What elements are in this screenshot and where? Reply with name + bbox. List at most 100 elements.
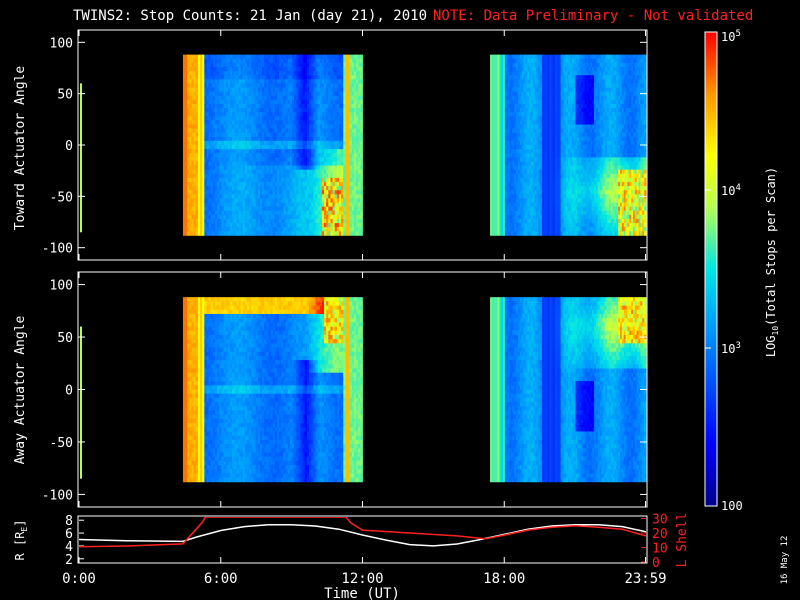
heatmap-cell — [491, 214, 495, 220]
heatmap-cell — [240, 136, 244, 142]
heatmap-cell — [281, 91, 284, 97]
heatmap-cell — [512, 99, 515, 105]
heatmap-cell — [285, 231, 289, 236]
heatmap-cell — [227, 128, 231, 134]
heatmap-cell — [343, 231, 346, 236]
heatmap-cell — [270, 223, 274, 228]
heatmap-cell — [343, 124, 346, 129]
heatmap-cell — [238, 177, 242, 183]
heatmap-cell — [540, 153, 543, 158]
heatmap-cell — [532, 210, 536, 216]
heatmap-cell — [185, 227, 188, 232]
heatmap-cell — [232, 169, 235, 175]
heatmap-cell — [517, 214, 521, 220]
heatmap-cell — [294, 161, 297, 166]
heatmap-cell — [283, 108, 286, 113]
heatmap-cell — [206, 136, 209, 142]
heatmap-cell — [223, 165, 227, 171]
heatmap-cell — [338, 210, 342, 216]
heatmap-cell — [330, 75, 333, 80]
heatmap-cell — [208, 116, 212, 121]
heatmap-cell — [328, 169, 331, 175]
heatmap-cell — [244, 75, 248, 80]
heatmap-cell — [306, 206, 310, 212]
heatmap-cell — [212, 214, 216, 220]
heatmap-cell — [315, 79, 319, 84]
heatmap-cell — [232, 58, 235, 64]
heatmap-cell — [287, 214, 291, 220]
heatmap-cell — [356, 190, 359, 195]
heatmap-cell — [244, 181, 248, 187]
heatmap-cell — [279, 165, 282, 171]
heatmap-cell — [285, 181, 289, 187]
heatmap-cell — [538, 210, 541, 216]
heatmap-cell — [277, 165, 280, 171]
heatmap-cell — [306, 120, 310, 125]
heatmap-cell — [259, 79, 263, 84]
heatmap-cell — [540, 108, 543, 113]
heatmap-cell — [283, 140, 286, 146]
heatmap-cell — [298, 149, 301, 154]
heatmap-cell — [300, 145, 304, 150]
heatmap-cell — [347, 202, 351, 208]
heatmap-cell — [358, 227, 361, 232]
heatmap-cell — [232, 223, 235, 228]
heatmap-cell — [298, 112, 301, 117]
heatmap-cell — [503, 177, 506, 183]
heatmap-cell — [232, 120, 235, 125]
heatmap-cell — [330, 124, 333, 129]
heatmap-cell — [264, 112, 267, 117]
heatmap-cell — [328, 177, 331, 183]
heatmap-cell — [259, 66, 263, 72]
heatmap-cell — [532, 112, 536, 117]
heatmap-cell — [503, 112, 506, 117]
heatmap-cell — [208, 190, 212, 195]
heatmap-cell — [219, 149, 222, 154]
heatmap-cell — [257, 140, 261, 146]
heatmap-cell — [536, 75, 539, 80]
heatmap-cell — [251, 87, 254, 93]
heatmap-cell — [187, 198, 190, 203]
heatmap-cell — [204, 87, 207, 93]
heatmap-cell — [345, 91, 348, 97]
heatmap-cell — [300, 99, 304, 105]
heatmap-cell — [281, 210, 284, 216]
heatmap-cell — [272, 54, 276, 60]
heatmap-cell — [353, 165, 357, 171]
heatmap-cell — [257, 66, 261, 72]
heatmap-cell — [187, 120, 190, 125]
heatmap-cell — [200, 218, 203, 224]
heatmap-cell — [532, 173, 536, 179]
heatmap-cell — [332, 132, 336, 138]
heatmap-cell — [264, 210, 267, 216]
heatmap-cell — [272, 214, 276, 220]
heatmap-cell — [217, 120, 220, 125]
heatmap-cell — [202, 120, 205, 125]
heatmap-cell — [182, 71, 186, 76]
heatmap-cell — [334, 169, 338, 175]
heatmap-cell — [202, 145, 205, 150]
heatmap-cell — [251, 58, 254, 64]
heatmap-cell — [262, 136, 265, 142]
heatmap-cell — [197, 173, 201, 179]
heatmap-cell — [315, 145, 319, 150]
heatmap-cell — [491, 165, 495, 171]
heatmap-cell — [281, 153, 284, 158]
heatmap-cell — [193, 79, 197, 84]
heatmap-cell — [532, 202, 536, 208]
heatmap-cell — [530, 58, 534, 64]
heatmap-cell — [341, 145, 344, 150]
heatmap-cell — [538, 136, 541, 142]
heatmap-cell — [291, 140, 295, 146]
heatmap-cell — [266, 66, 269, 72]
heatmap-cell — [195, 66, 199, 72]
heatmap-cell — [238, 165, 242, 171]
heatmap-cell — [212, 54, 216, 60]
heatmap-cell — [345, 145, 348, 150]
heatmap-cell — [499, 120, 502, 125]
heatmap-cell — [223, 112, 227, 117]
heatmap-cell — [504, 140, 508, 146]
heatmap-cell — [514, 132, 517, 138]
heatmap-cell — [247, 198, 250, 203]
heatmap-cell — [191, 103, 195, 109]
